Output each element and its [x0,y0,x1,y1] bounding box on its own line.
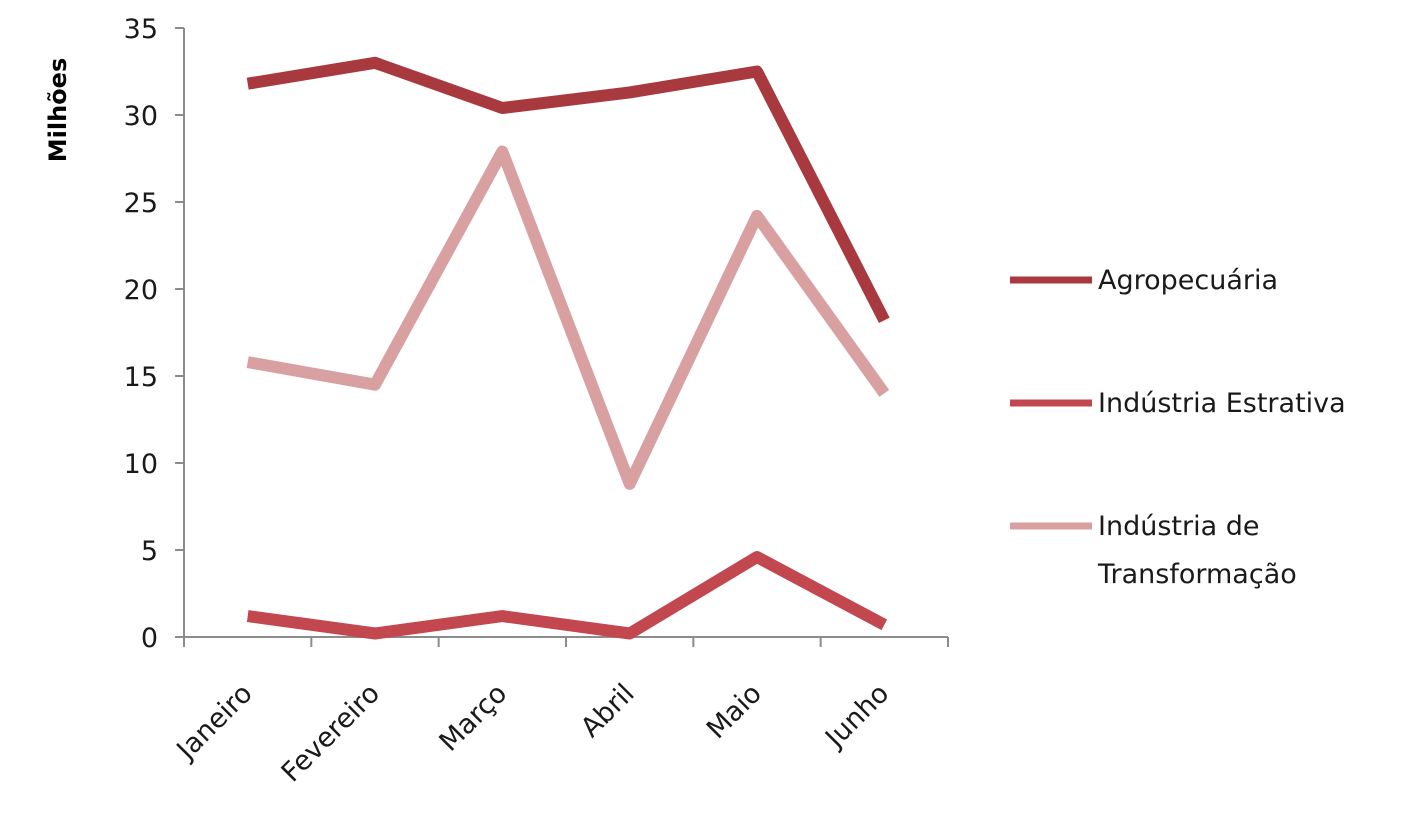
legend-label: Indústria Estrativa [1098,388,1346,419]
axes [175,27,949,647]
series-lines [246,56,890,640]
data-point [247,83,249,85]
y-tick-label: 0 [141,623,158,654]
y-axis-title-group: Milhões [44,58,72,162]
x-tick-label: Março [434,678,514,758]
data-point [374,384,376,386]
data-point [629,91,631,93]
data-point [247,615,249,617]
data-point [883,319,885,321]
legend-label: Indústria de Transformação [1097,511,1297,590]
data-point [247,361,249,363]
legend-label: Agropecuária [1098,265,1278,296]
data-point [374,62,376,64]
y-tick-label: 5 [141,536,158,567]
x-tick-label: Junho [818,678,895,755]
x-tick-label: Maio [701,678,768,745]
x-tick-labels: Janeiro Fevereiro Março Abril Maio Junho [170,678,896,788]
x-tick-label: Janeiro [170,678,259,767]
data-point [756,71,758,73]
data-point [501,615,503,617]
data-point [501,107,503,109]
x-tick-label: Fevereiro [276,678,386,788]
y-tick-label: 20 [124,275,158,306]
y-tick-label: 25 [124,188,158,219]
y-tick-label: 30 [124,101,158,132]
y-tick-label: 15 [124,362,158,393]
data-point [374,633,376,635]
data-point [629,633,631,635]
series-line [246,56,890,324]
y-axis-title: Milhões [44,58,72,162]
series-line [246,551,888,640]
data-point [883,624,885,626]
data-point [501,151,503,153]
data-point [883,392,885,394]
data-point [756,215,758,217]
y-tick-label: 35 [124,14,158,45]
legend: Agropecuária Indústria Estrativa Indústria… [1010,265,1346,590]
y-tick-labels: 0 5 10 15 20 25 30 35 [124,14,158,654]
series-line [246,145,890,490]
data-point [756,556,758,558]
data-point [629,483,631,485]
x-tick-label: Abril [575,678,641,744]
y-tick-label: 10 [124,449,158,480]
